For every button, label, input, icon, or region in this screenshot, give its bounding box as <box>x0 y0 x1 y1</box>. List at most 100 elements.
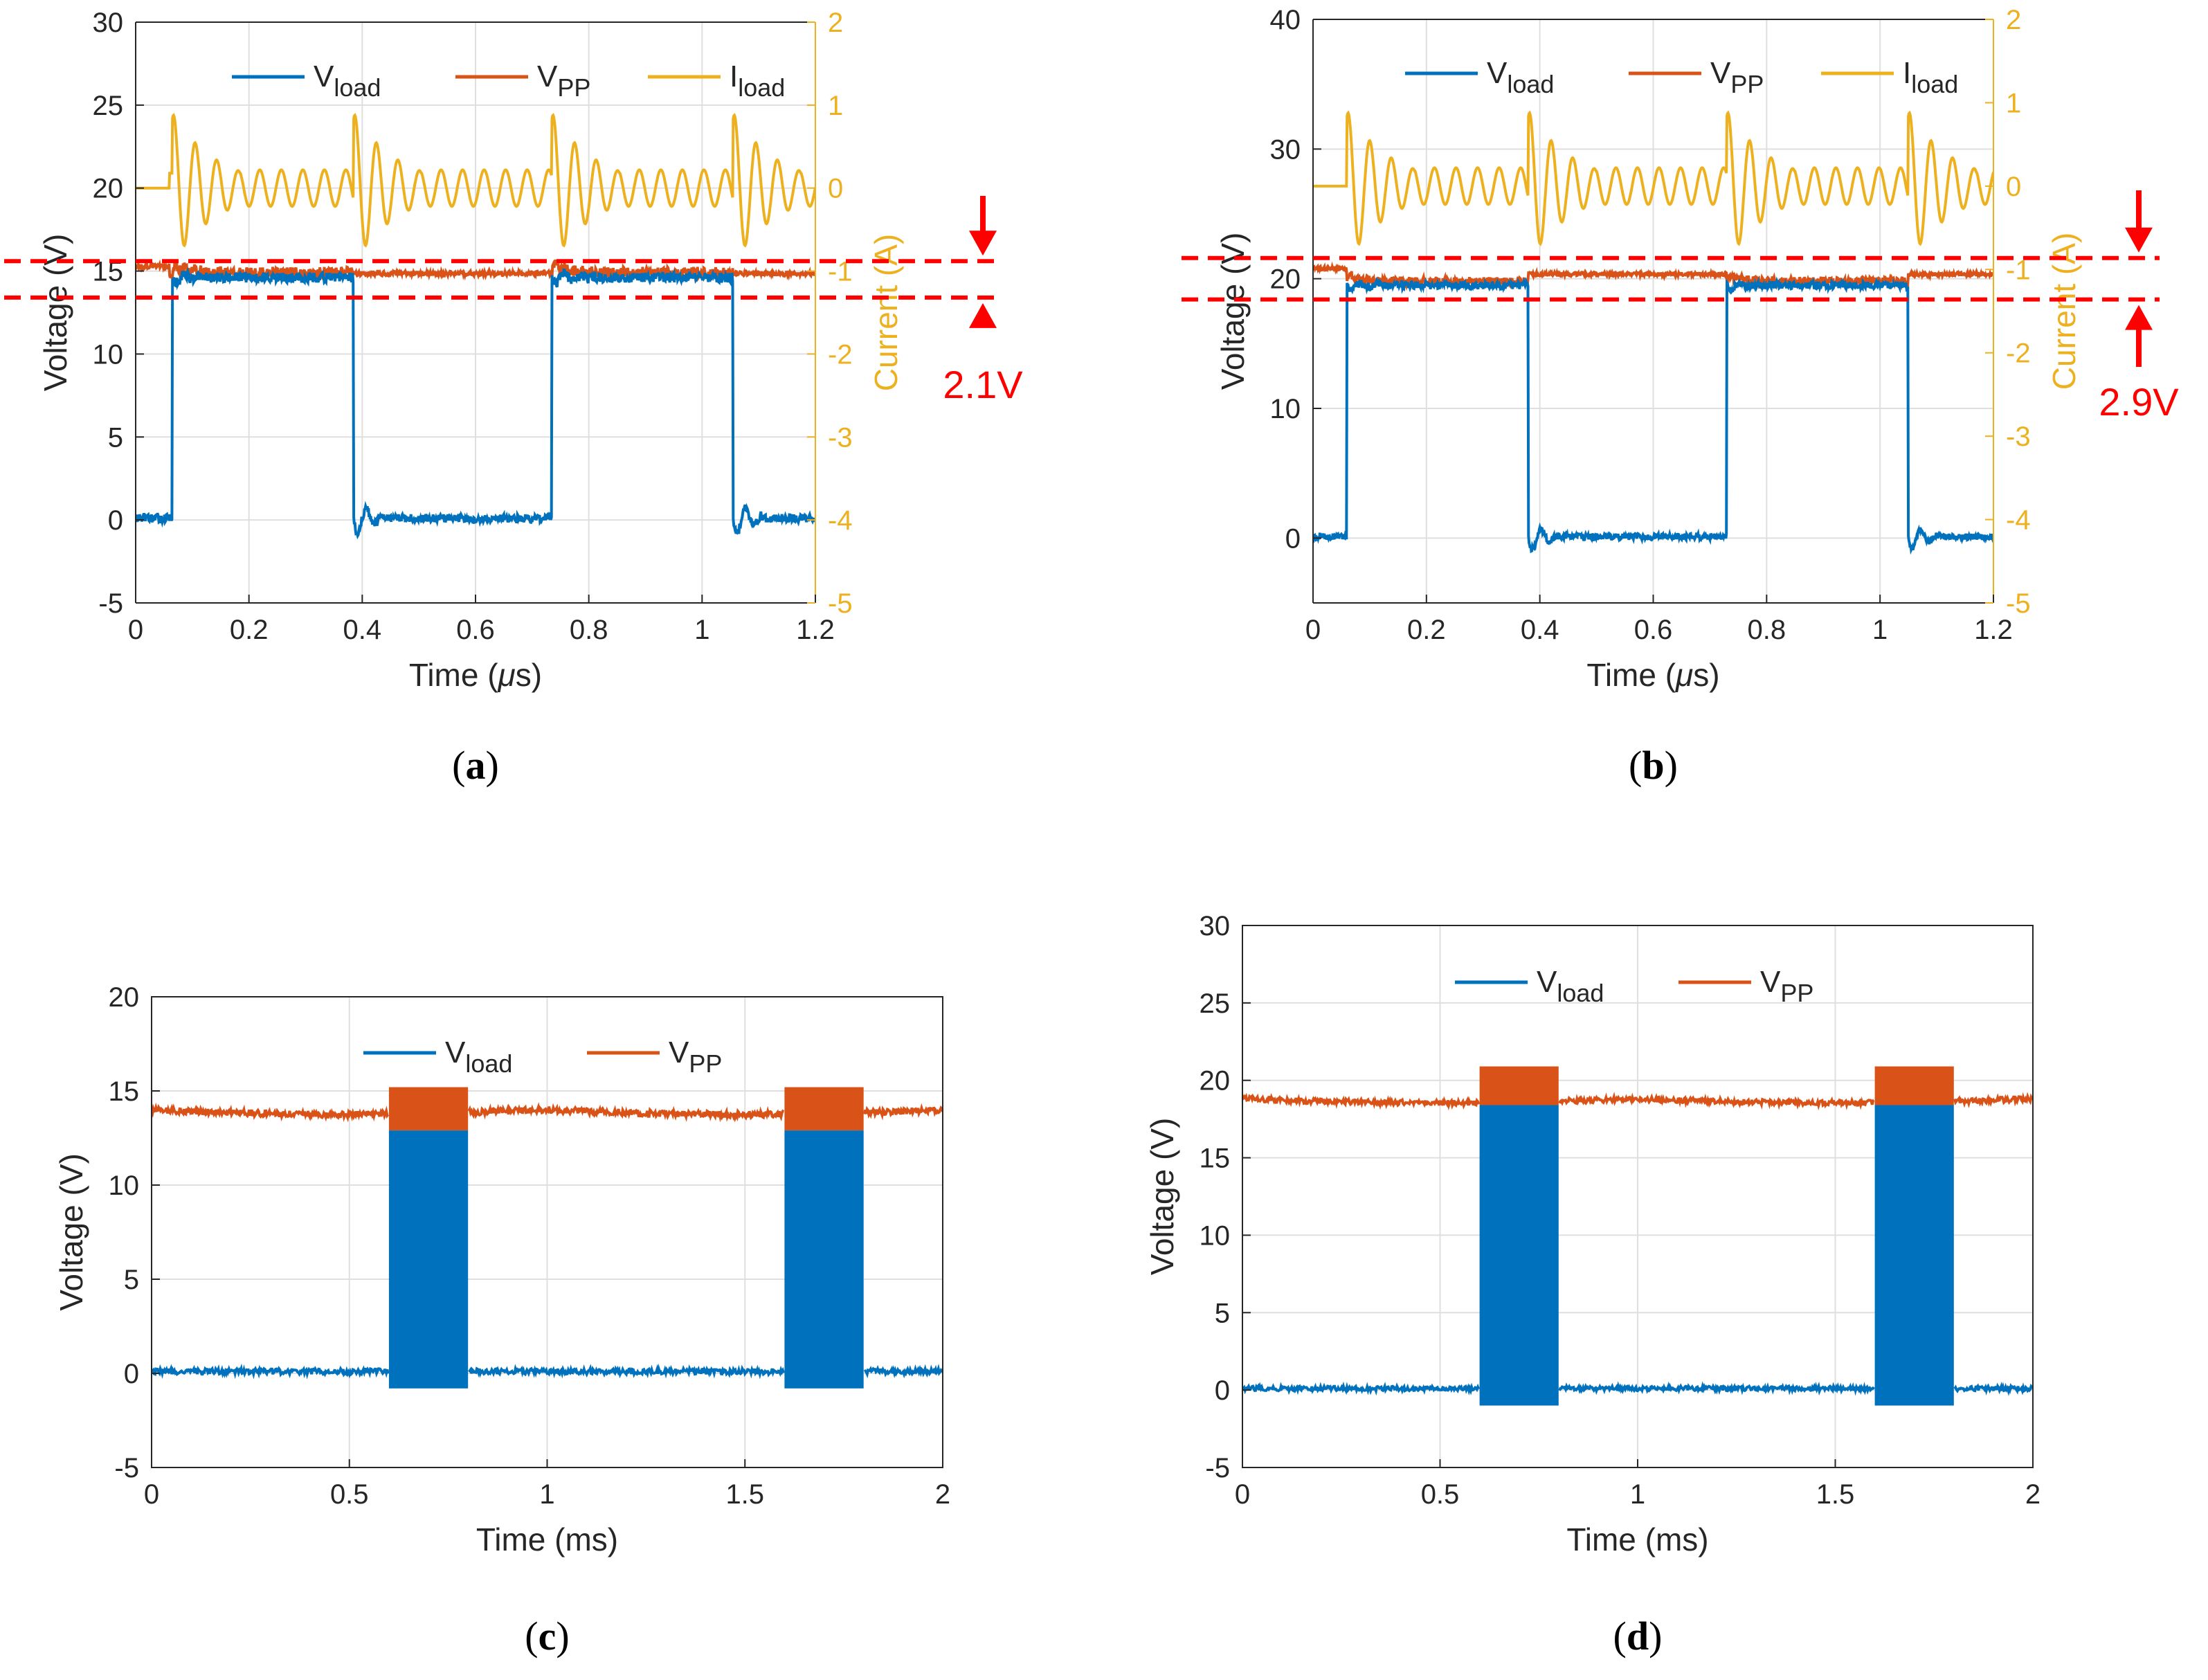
ripple-value-label: 2.1V <box>943 363 1023 406</box>
y-tick-label: 25 <box>93 91 124 121</box>
down-arrow-head <box>969 231 997 256</box>
y-tick-label: 30 <box>93 8 124 38</box>
y2-tick-label: 0 <box>828 174 843 204</box>
iload-line <box>136 113 815 248</box>
x-tick-label: 0 <box>144 1479 159 1510</box>
x-axis-label: Time (ms) <box>1566 1521 1708 1557</box>
y-tick-label: 10 <box>1270 394 1301 424</box>
up-arrow-head <box>2125 305 2153 330</box>
vload-burst <box>1479 1105 1559 1406</box>
caption-paren-close: ) <box>1665 743 1678 788</box>
vpp-legend-sub: PP <box>1780 979 1813 1007</box>
subfigure-caption: (d) <box>1613 1614 1663 1659</box>
subfigure-caption: (c) <box>525 1614 569 1659</box>
y-tick-label: 20 <box>1270 264 1301 295</box>
x-tick-label: 1.5 <box>1816 1479 1855 1510</box>
subfigure-caption: (a) <box>452 743 499 788</box>
y-tick-label: 20 <box>1200 1066 1231 1096</box>
caption-paren-open: ( <box>1629 743 1642 788</box>
y-tick-label: 5 <box>108 422 123 453</box>
vpp-line <box>1242 1092 2033 1111</box>
vload-legend-label: Vload <box>445 1036 512 1078</box>
data-layer <box>136 113 815 540</box>
vload-legend-main: V <box>314 60 334 93</box>
vpp-legend-label: VPP <box>537 60 590 102</box>
down-arrow-head <box>2125 227 2153 253</box>
y-tick-label: 10 <box>93 339 124 370</box>
x-tick-label: 2 <box>2025 1479 2040 1510</box>
vload-line <box>1313 276 1993 555</box>
vpp-burst <box>1874 1066 1954 1105</box>
y-tick-label: 20 <box>93 174 124 204</box>
x-tick-label: 1 <box>694 615 709 645</box>
iload-legend-label: Iload <box>730 60 785 102</box>
up-arrow-head <box>969 302 997 328</box>
y-tick-label: -5 <box>1205 1453 1230 1483</box>
y-tick-label: 15 <box>1200 1144 1231 1174</box>
data-layer <box>1242 1066 2033 1406</box>
y2-tick-label: -2 <box>828 339 853 370</box>
x-tick-label: 1.2 <box>1974 615 2013 645</box>
x-tick-label: 0.2 <box>230 615 269 645</box>
vpp-legend-main: V <box>537 60 558 93</box>
x-tick-label: 0.5 <box>330 1479 369 1510</box>
vload-legend-sub: load <box>465 1049 512 1078</box>
vpp-burst <box>784 1087 864 1131</box>
vpp-legend-label: VPP <box>669 1036 722 1078</box>
y-tick-label: 40 <box>1270 5 1301 35</box>
y2-tick-label: -5 <box>828 588 853 619</box>
x-tick-label: 1 <box>539 1479 554 1510</box>
y-tick-label: 0 <box>124 1359 139 1389</box>
chart-a: 0 0.2 0.4 0.6 0.8 1 1.2-5051015202530-5-4-3-2-… <box>4 8 1023 788</box>
x-axis-label: Time (μs) <box>409 657 542 693</box>
caption-paren-open: ( <box>452 743 465 788</box>
x-tick-label: 0.6 <box>456 615 495 645</box>
vload-legend-label: Vload <box>314 60 381 102</box>
vload-legend-label: Vload <box>1487 56 1554 98</box>
x-tick-label: 0 <box>1235 1479 1250 1510</box>
vload-legend-main: V <box>445 1036 466 1069</box>
x-axis-label-unit: s) <box>1693 657 1719 693</box>
y-tick-label: 0 <box>1215 1375 1230 1406</box>
vload-legend-sub: load <box>334 73 381 102</box>
x-tick-label: 0.8 <box>570 615 608 645</box>
ripple-value-label: 2.9V <box>2099 380 2179 424</box>
vload-burst <box>1874 1105 1954 1406</box>
x-tick-label: 0.2 <box>1407 615 1446 645</box>
y-axis-label: Voltage (V) <box>53 1153 89 1311</box>
iload-legend-label: Iload <box>1903 56 1958 98</box>
data-layer <box>1313 110 1993 555</box>
x-axis-label-unit: s) <box>516 657 542 693</box>
vpp-burst <box>388 1087 469 1131</box>
y-tick-label: 25 <box>1200 988 1231 1019</box>
legend: Vload VPP <box>363 1036 722 1078</box>
iload-legend-sub: load <box>1911 70 1958 98</box>
x-axis-label-text: Time ( <box>409 657 498 693</box>
y2-tick-label: -5 <box>2006 588 2031 619</box>
y2-tick-label: -3 <box>828 422 853 453</box>
caption-letter: c <box>539 1614 556 1659</box>
y-tick-label: 5 <box>124 1265 139 1295</box>
vpp-legend-label: VPP <box>1760 965 1813 1007</box>
x-axis-label: Time (μs) <box>1586 657 1719 693</box>
caption-letter: a <box>466 743 486 788</box>
vload-legend-sub: load <box>1507 70 1554 98</box>
y-tick-label: 20 <box>109 982 140 1013</box>
vload-legend-sub: load <box>1557 979 1604 1007</box>
y-tick-label: 0 <box>108 505 123 536</box>
y-tick-label: -5 <box>114 1453 139 1483</box>
y-tick-label: 15 <box>109 1076 140 1107</box>
vpp-legend-main: V <box>669 1036 689 1069</box>
iload-legend-sub: load <box>738 73 785 102</box>
caption-paren-close: ) <box>1649 1614 1662 1659</box>
iload-legend-main: I <box>730 60 738 93</box>
vload-burst <box>388 1130 469 1389</box>
y-axis-label: Voltage (V) <box>37 234 73 392</box>
vpp-legend-sub: PP <box>689 1049 722 1078</box>
legend: Vload VPP Iload <box>232 60 785 102</box>
x-tick-label: 1 <box>1630 1479 1645 1510</box>
x-tick-label: 0.5 <box>1421 1479 1460 1510</box>
caption-letter: b <box>1642 743 1664 788</box>
